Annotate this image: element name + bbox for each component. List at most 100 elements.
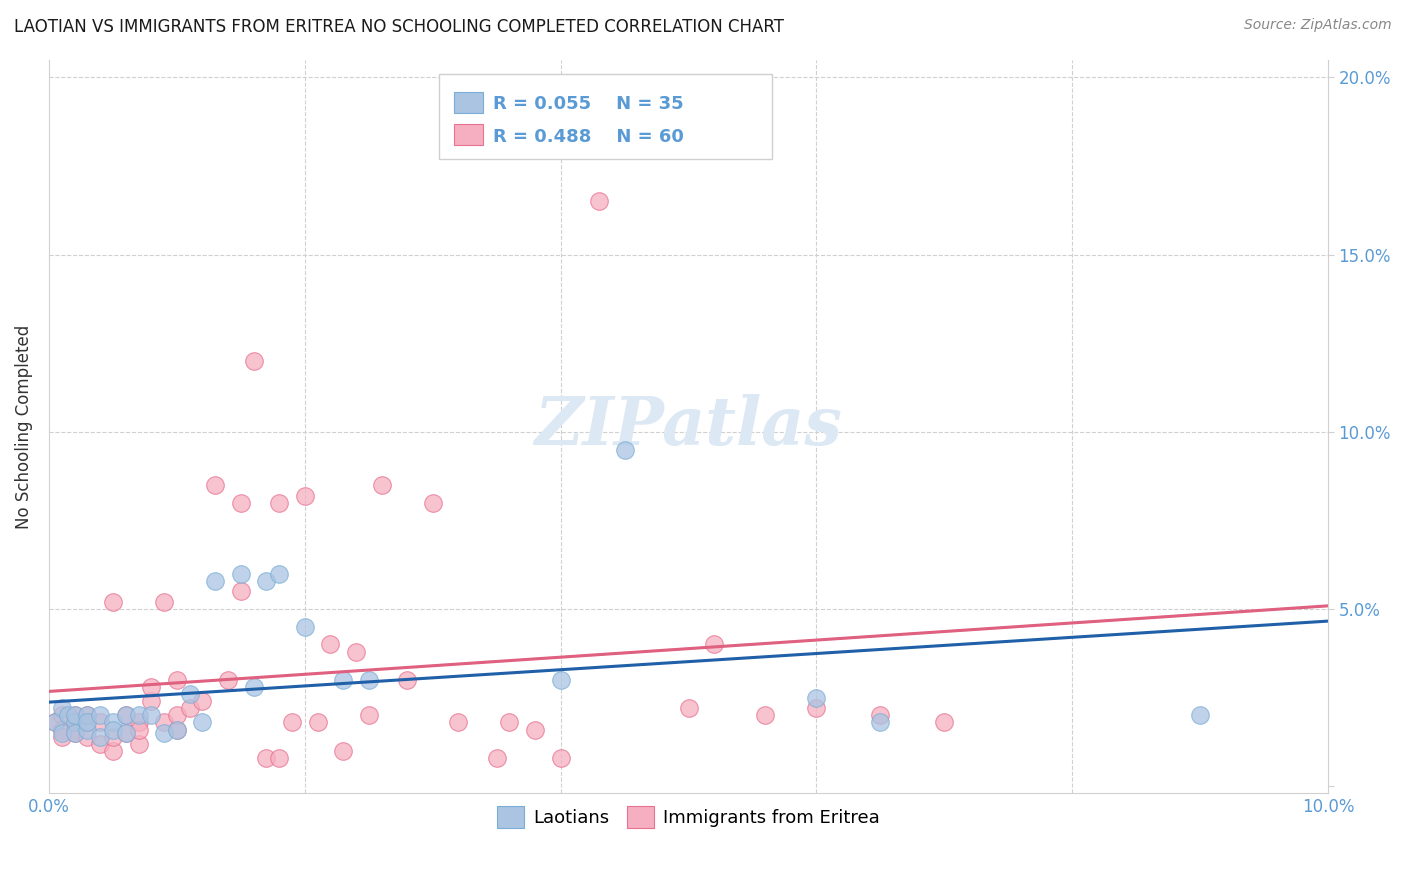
- FancyBboxPatch shape: [439, 74, 772, 159]
- Point: [89, 715, 111, 730]
- Point: [229, 584, 252, 599]
- Point: [179, 687, 201, 701]
- Point: [357, 708, 380, 723]
- Point: [524, 723, 547, 737]
- Point: [114, 708, 136, 723]
- FancyBboxPatch shape: [454, 125, 482, 145]
- Point: [76, 715, 98, 730]
- Point: [344, 644, 367, 658]
- Point: [166, 723, 188, 737]
- Point: [63, 715, 86, 730]
- Point: [101, 595, 124, 609]
- Point: [281, 715, 304, 730]
- Point: [204, 478, 226, 492]
- Point: [89, 708, 111, 723]
- Point: [101, 744, 124, 758]
- Point: [141, 708, 163, 723]
- Point: [179, 701, 201, 715]
- Point: [166, 673, 188, 687]
- Point: [678, 701, 700, 715]
- Point: [89, 737, 111, 751]
- Point: [141, 694, 163, 708]
- Point: [141, 680, 163, 694]
- Y-axis label: No Schooling Completed: No Schooling Completed: [15, 325, 32, 529]
- Point: [76, 723, 98, 737]
- Point: [76, 715, 98, 730]
- Point: [588, 194, 610, 209]
- Point: [51, 723, 73, 737]
- Point: [128, 708, 150, 723]
- Point: [191, 715, 214, 730]
- Point: [44, 715, 66, 730]
- Point: [254, 751, 277, 765]
- Point: [754, 708, 776, 723]
- Point: [869, 715, 891, 730]
- Point: [269, 566, 291, 581]
- Point: [153, 595, 176, 609]
- Point: [63, 715, 86, 730]
- Point: [307, 715, 329, 730]
- FancyBboxPatch shape: [454, 92, 482, 113]
- Text: Source: ZipAtlas.com: Source: ZipAtlas.com: [1244, 18, 1392, 32]
- Point: [806, 701, 828, 715]
- Point: [217, 673, 239, 687]
- Point: [101, 723, 124, 737]
- Point: [422, 496, 444, 510]
- Point: [114, 726, 136, 740]
- Point: [89, 730, 111, 744]
- Point: [166, 723, 188, 737]
- Point: [128, 723, 150, 737]
- Point: [319, 638, 342, 652]
- Point: [101, 730, 124, 744]
- Point: [128, 737, 150, 751]
- Point: [128, 715, 150, 730]
- Point: [166, 708, 188, 723]
- Point: [447, 715, 470, 730]
- Point: [63, 726, 86, 740]
- Point: [153, 726, 176, 740]
- Point: [191, 694, 214, 708]
- Point: [51, 708, 73, 723]
- Point: [63, 708, 86, 723]
- Point: [396, 673, 419, 687]
- Point: [550, 673, 572, 687]
- Point: [153, 715, 176, 730]
- Point: [294, 620, 316, 634]
- Point: [242, 680, 264, 694]
- Point: [269, 496, 291, 510]
- Text: R = 0.488    N = 60: R = 0.488 N = 60: [494, 128, 683, 145]
- Point: [934, 715, 956, 730]
- Point: [498, 715, 520, 730]
- Point: [370, 478, 392, 492]
- Point: [869, 708, 891, 723]
- Point: [76, 708, 98, 723]
- Point: [229, 566, 252, 581]
- Point: [1189, 708, 1212, 723]
- Point: [332, 744, 354, 758]
- Point: [63, 708, 86, 723]
- Point: [485, 751, 508, 765]
- Point: [269, 751, 291, 765]
- Point: [550, 751, 572, 765]
- Point: [357, 673, 380, 687]
- Point: [51, 730, 73, 744]
- Text: R = 0.055    N = 35: R = 0.055 N = 35: [494, 95, 683, 113]
- Legend: Laotians, Immigrants from Eritrea: Laotians, Immigrants from Eritrea: [489, 799, 887, 836]
- Point: [114, 726, 136, 740]
- Point: [613, 442, 636, 457]
- Point: [76, 708, 98, 723]
- Point: [114, 708, 136, 723]
- Point: [703, 638, 725, 652]
- Point: [229, 496, 252, 510]
- Point: [56, 708, 79, 723]
- Point: [76, 730, 98, 744]
- Point: [63, 723, 86, 737]
- Text: LAOTIAN VS IMMIGRANTS FROM ERITREA NO SCHOOLING COMPLETED CORRELATION CHART: LAOTIAN VS IMMIGRANTS FROM ERITREA NO SC…: [14, 18, 785, 36]
- Point: [332, 673, 354, 687]
- Point: [101, 715, 124, 730]
- Point: [242, 354, 264, 368]
- Point: [204, 574, 226, 588]
- Point: [254, 574, 277, 588]
- Point: [63, 726, 86, 740]
- Point: [294, 489, 316, 503]
